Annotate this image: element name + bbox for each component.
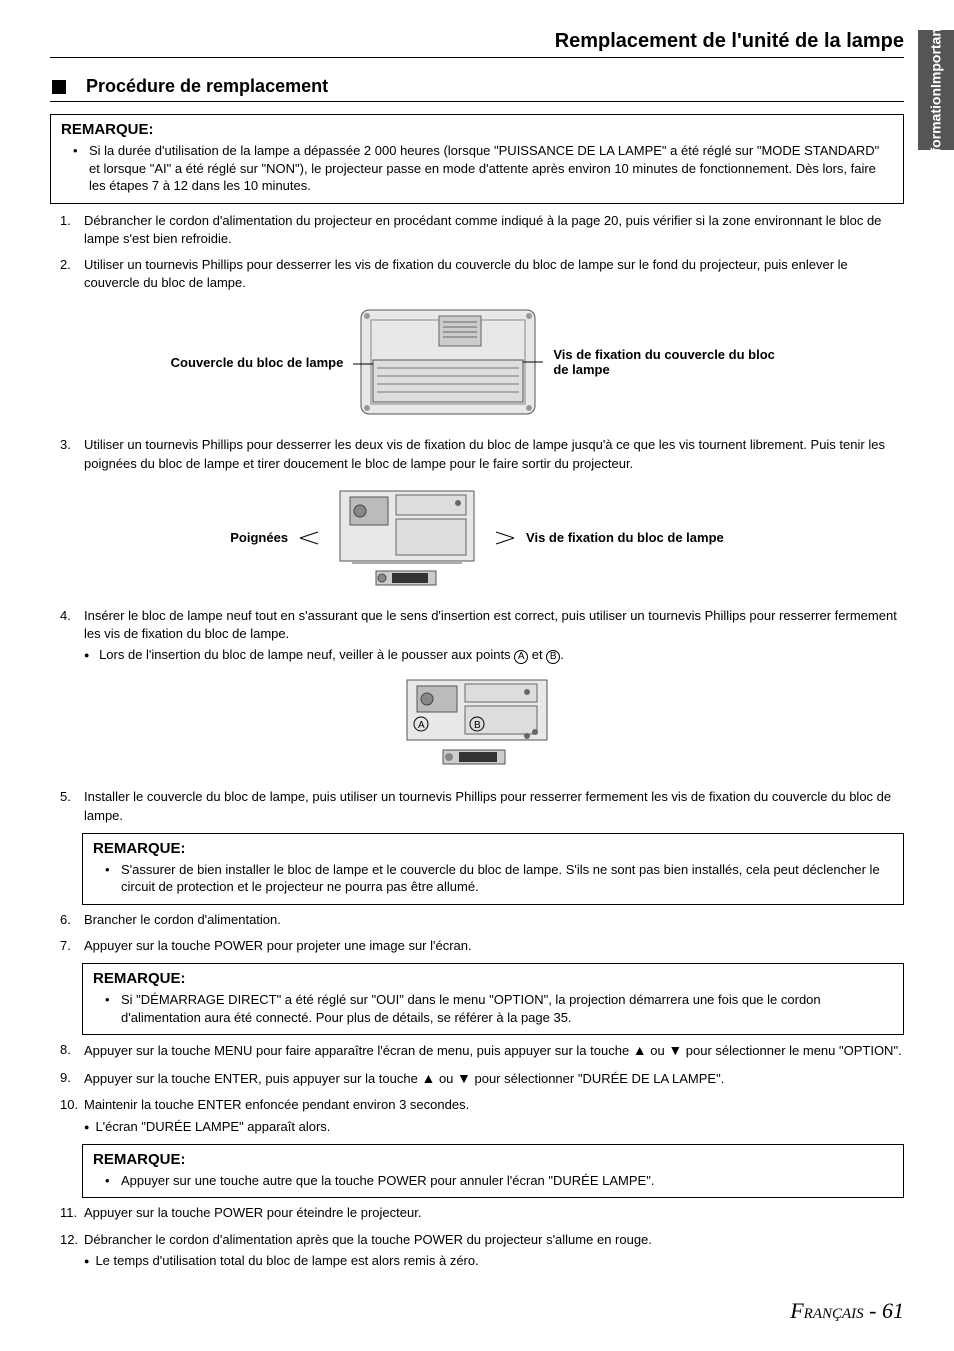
step-11: Appuyer sur la touche POWER pour éteindr… (50, 1204, 904, 1222)
step-1: Débrancher le cordon d'alimentation du p… (50, 212, 904, 248)
step-4-text: Insérer le bloc de lampe neuf tout en s'… (84, 608, 897, 641)
step-6: Brancher le cordon d'alimentation. (50, 911, 904, 929)
top-note-text: Si la durée d'utilisation de la lampe a … (81, 142, 893, 195)
remarque-10: REMARQUE: (93, 1151, 893, 1168)
step-4-sub: Lors de l'insertion du bloc de lampe neu… (84, 646, 904, 664)
note-7-text: Si "DÉMARRAGE DIRECT" a été réglé sur "O… (113, 991, 893, 1026)
footer-lang: Français (790, 1298, 863, 1323)
step4sub-a: Lors de l'insertion du bloc de lampe neu… (99, 647, 514, 662)
step-list-8-10: Appuyer sur la touche MENU pour faire ap… (50, 1041, 904, 1136)
lamp-unit-diagram (332, 483, 482, 593)
step8-a: Appuyer sur la touche MENU pour faire ap… (84, 1043, 633, 1058)
up-triangle-icon-2: ▲ (421, 1070, 435, 1086)
figure-3: A B (50, 674, 904, 774)
figure-1: Couvercle du bloc de lampe Vis de fixati… (50, 302, 904, 422)
step-5: Installer le couvercle du bloc de lampe,… (50, 788, 904, 824)
step9-b: ou (435, 1071, 457, 1086)
note-5-text: S'assurer de bien installer le bloc de l… (113, 861, 893, 896)
step12-sub: Le temps d'utilisation total du bloc de … (84, 1252, 904, 1270)
lamp-insert-diagram: A B (397, 674, 557, 774)
circle-b-icon: B (546, 650, 560, 664)
footer-sep: - (864, 1298, 882, 1323)
step-2: Utiliser un tournevis Phillips pour dess… (50, 256, 904, 292)
fig1-left-caption: Couvercle du bloc de lampe (171, 355, 344, 370)
page-title: Remplacement de l'unité de la lampe (50, 30, 904, 58)
note-7-box: REMARQUE: Si "DÉMARRAGE DIRECT" a été ré… (82, 963, 904, 1035)
circle-a-icon: A (514, 650, 528, 664)
square-bullet-icon (52, 80, 66, 94)
step4sub-c: . (560, 647, 564, 662)
up-triangle-icon: ▲ (633, 1042, 647, 1058)
figure-2: Poignées Vis de fixation du bloc de lamp… (50, 483, 904, 593)
footer-page: 61 (882, 1298, 904, 1323)
step-8: Appuyer sur la touche MENU pour faire ap… (50, 1041, 904, 1061)
step-list-11-12: Appuyer sur la touche POWER pour éteindr… (50, 1204, 904, 1270)
down-triangle-icon: ▼ (668, 1042, 682, 1058)
step-12: Débrancher le cordon d'alimentation aprè… (50, 1231, 904, 1270)
fig1-right-caption: Vis de fixation du couvercle du bloc de … (553, 347, 783, 377)
section-header: Procédure de remplacement (50, 76, 904, 102)
step4sub-b: et (528, 647, 546, 662)
side-tab: Information Importante (918, 30, 954, 150)
svg-text:B: B (474, 720, 481, 731)
step-list-5: Installer le couvercle du bloc de lampe,… (50, 788, 904, 824)
step10-text: Maintenir la touche ENTER enfoncée penda… (84, 1097, 469, 1112)
step-list-67: Brancher le cordon d'alimentation. Appuy… (50, 911, 904, 955)
page-footer: Français - 61 (50, 1298, 904, 1324)
top-remarque-box: REMARQUE: Si la durée d'utilisation de l… (50, 114, 904, 204)
remarque-5: REMARQUE: (93, 840, 893, 857)
arrow-left-icon (298, 528, 322, 548)
step-10: Maintenir la touche ENTER enfoncée penda… (50, 1096, 904, 1135)
note-5-box: REMARQUE: S'assurer de bien installer le… (82, 833, 904, 905)
section-title: Procédure de remplacement (86, 76, 328, 97)
step-3: Utiliser un tournevis Phillips pour dess… (50, 436, 904, 472)
note-10-box: REMARQUE: Appuyer sur une touche autre q… (82, 1144, 904, 1199)
down-triangle-icon-2: ▼ (457, 1070, 471, 1086)
arrow-right-icon (492, 528, 516, 548)
step8-c: pour sélectionner le menu "OPTION". (682, 1043, 902, 1058)
step8-b: ou (647, 1043, 669, 1058)
fig2-right-caption: Vis de fixation du bloc de lampe (526, 530, 724, 545)
step-list-4: Insérer le bloc de lampe neuf tout en s'… (50, 607, 904, 665)
fig2-left-caption: Poignées (230, 530, 288, 545)
note-10-text: Appuyer sur une touche autre que la touc… (113, 1172, 893, 1190)
step-list-3: Utiliser un tournevis Phillips pour dess… (50, 436, 904, 472)
step12-text: Débrancher le cordon d'alimentation aprè… (84, 1232, 652, 1247)
side-tab-l2: Importante (928, 15, 943, 87)
step10-sub: L'écran "DURÉE LAMPE" apparaît alors. (84, 1118, 904, 1136)
projector-bottom-diagram (353, 302, 543, 422)
side-tab-l1: Information (928, 88, 943, 165)
step-7: Appuyer sur la touche POWER pour projete… (50, 937, 904, 955)
step9-c: pour sélectionner "DURÉE DE LA LAMPE". (471, 1071, 724, 1086)
svg-text:A: A (418, 720, 425, 731)
step-4: Insérer le bloc de lampe neuf tout en s'… (50, 607, 904, 665)
remarque-label: REMARQUE: (61, 121, 893, 138)
step-9: Appuyer sur la touche ENTER, puis appuye… (50, 1069, 904, 1089)
step9-a: Appuyer sur la touche ENTER, puis appuye… (84, 1071, 421, 1086)
step-list: Débrancher le cordon d'alimentation du p… (50, 212, 904, 293)
remarque-7: REMARQUE: (93, 970, 893, 987)
